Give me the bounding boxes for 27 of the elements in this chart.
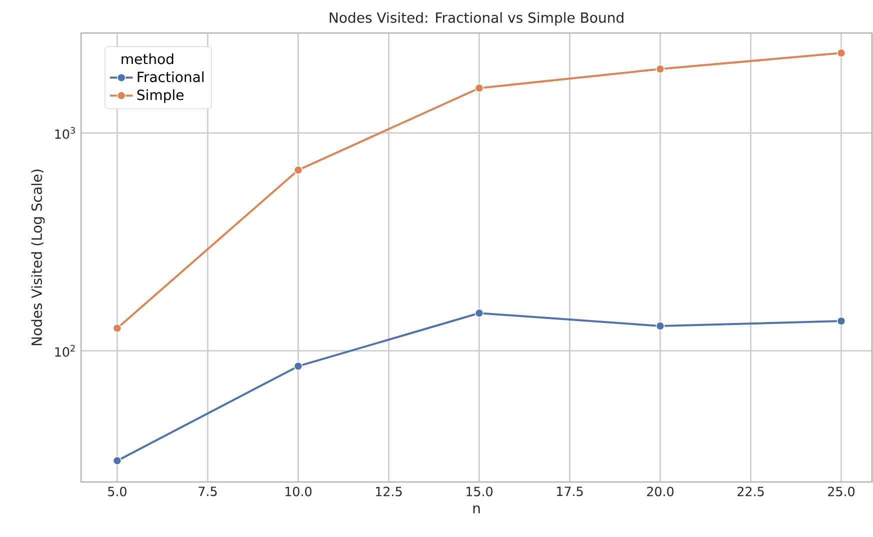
point: [112, 324, 122, 333]
legend-label: Fractional: [138, 71, 204, 82]
point: [294, 362, 303, 371]
point: [836, 316, 846, 326]
y-tick-label: 10$^{2}$: [55, 344, 75, 357]
point: [112, 456, 122, 466]
x-tick-label: 20.0: [647, 486, 674, 496]
legend-label: Simple: [137, 89, 184, 103]
point: [656, 64, 665, 74]
legend-title: method: [122, 53, 174, 64]
point: [294, 166, 303, 174]
x-tick-label: 7.5: [198, 486, 217, 496]
y-axis-title: Nodes Visited (Log Scale): [31, 170, 45, 346]
x-tick-label: 5.0: [108, 486, 126, 496]
x-tick-label: 10.0: [286, 486, 312, 496]
x-tick-label: 22.5: [738, 486, 764, 496]
point: [836, 48, 846, 58]
chart-title: Nodes Visited: Fractional vs Simple Bound: [330, 12, 624, 26]
point: [474, 84, 484, 92]
x-tick-label: 12.5: [376, 486, 402, 496]
x-axis-title: n: [473, 505, 480, 514]
point: [474, 308, 484, 318]
x-tick-label: 25.0: [828, 486, 854, 496]
point: [656, 322, 665, 330]
x-tick-label: 15.0: [466, 486, 492, 496]
y-tick-label: 10$^{3}$: [55, 127, 75, 139]
x-tick-label: 17.5: [557, 486, 583, 496]
